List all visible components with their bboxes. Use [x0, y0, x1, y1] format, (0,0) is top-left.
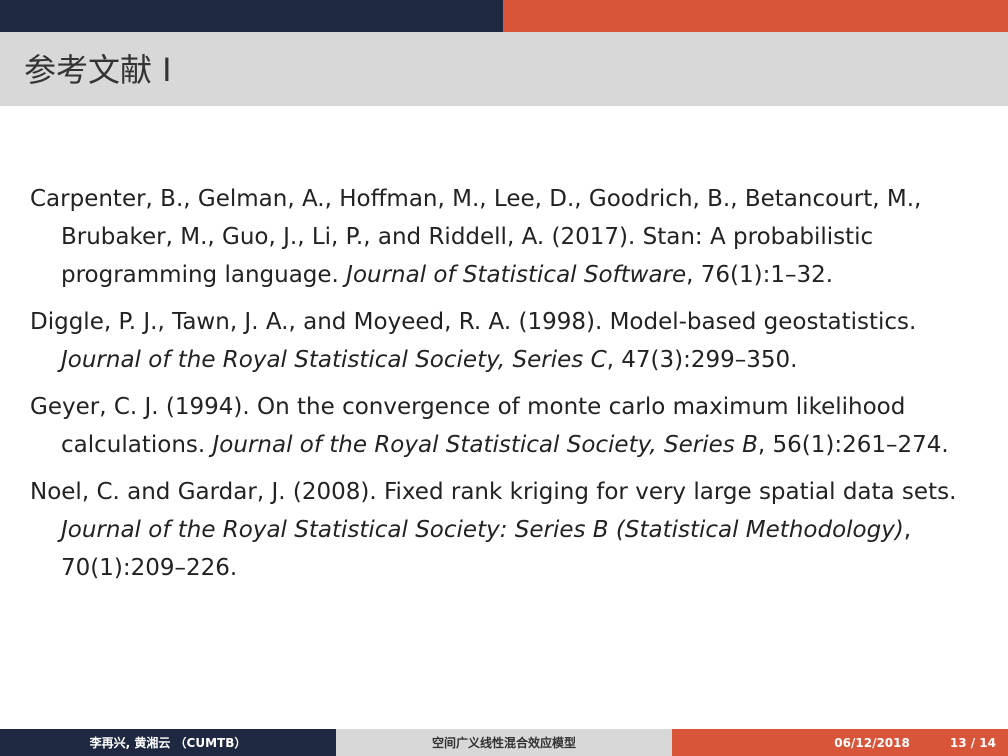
reference-details: , 70(1):209–226. — [61, 517, 912, 581]
top-bar-navy-segment — [0, 0, 503, 32]
reference-journal: Journal of Statistical Software — [346, 262, 687, 288]
reference-title: Fixed rank kriging for very large spatia… — [383, 479, 957, 505]
reference-item: Carpenter, B., Gelman, A., Hoffman, M., … — [30, 180, 980, 294]
reference-authors: Carpenter, B., Gelman, A., Hoffman, M., … — [30, 186, 922, 250]
reference-details: , 56(1):261–274. — [757, 432, 949, 458]
reference-journal: Journal of the Royal Statistical Society… — [212, 432, 758, 458]
reference-authors: Diggle, P. J., Tawn, J. A., and Moyeed, … — [30, 309, 603, 335]
reference-item: Diggle, P. J., Tawn, J. A., and Moyeed, … — [30, 303, 980, 379]
footer-author: 李再兴, 黄湘云 （CUMTB） — [0, 729, 336, 756]
reference-journal: Journal of the Royal Statistical Society… — [61, 517, 904, 543]
top-bar-orange-segment — [503, 0, 1008, 32]
footer-talk-title: 空间广义线性混合效应模型 — [336, 729, 672, 756]
reference-list: Carpenter, B., Gelman, A., Hoffman, M., … — [30, 180, 980, 596]
reference-details: , 47(3):299–350. — [606, 347, 798, 373]
title-bar: 参考文献 I — [0, 32, 1008, 106]
footer-meta: 06/12/2018 13 / 14 — [672, 729, 1008, 756]
reference-journal: Journal of the Royal Statistical Society… — [61, 347, 607, 373]
footer-bar: 李再兴, 黄湘云 （CUMTB） 空间广义线性混合效应模型 06/12/2018… — [0, 729, 1008, 756]
top-bar — [0, 0, 1008, 32]
footer-date: 06/12/2018 — [834, 735, 910, 750]
reference-authors: Noel, C. and Gardar, J. (2008). — [30, 479, 377, 505]
reference-title: Stan: A probabilistic programming langua… — [61, 224, 874, 288]
reference-authors: Geyer, C. J. (1994). — [30, 394, 250, 420]
reference-title: Model-based geostatistics. — [609, 309, 917, 335]
reference-title: On the convergence of monte carlo maximu… — [61, 394, 906, 458]
footer-page-number: 13 / 14 — [949, 735, 996, 750]
reference-details: , 76(1):1–32. — [686, 262, 834, 288]
slide-title: 参考文献 I — [24, 51, 172, 89]
reference-item: Noel, C. and Gardar, J. (2008). Fixed ra… — [30, 473, 980, 587]
reference-item: Geyer, C. J. (1994). On the convergence … — [30, 388, 980, 464]
